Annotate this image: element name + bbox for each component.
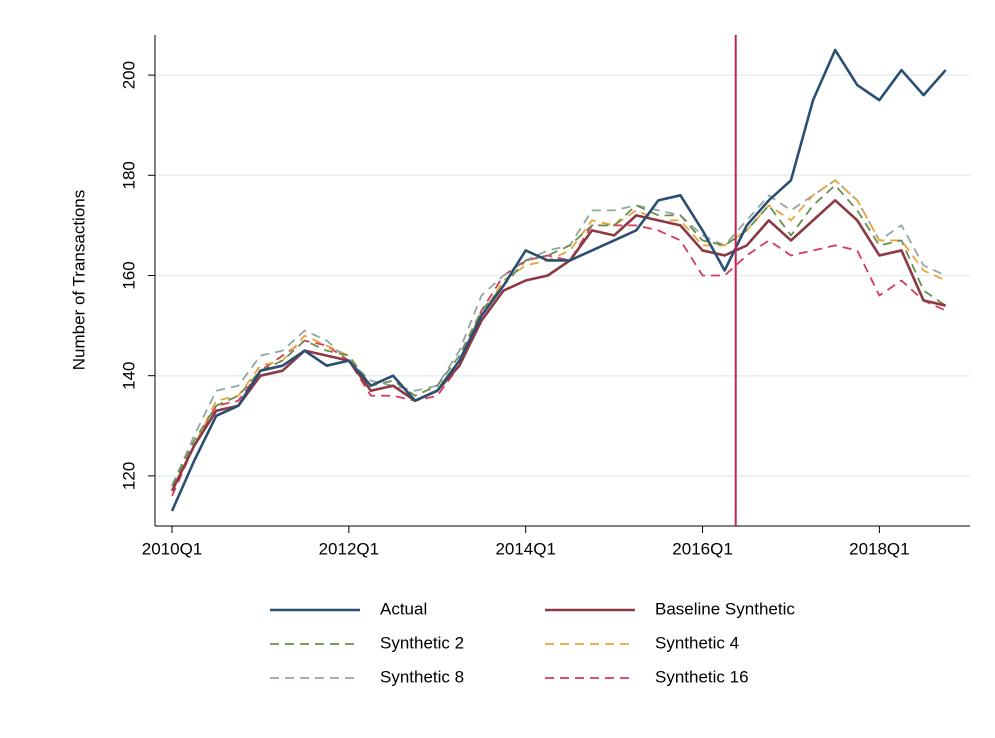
y-axis-label: Number of Transactions: [69, 190, 88, 370]
series-line: [170, 48, 947, 512]
y-tick-label: 120: [119, 462, 138, 490]
legend-label: Synthetic 2: [380, 633, 464, 652]
series-line: [171, 179, 947, 487]
x-tick-label: 2018Q1: [849, 539, 910, 558]
legend-label: Synthetic 8: [380, 667, 464, 686]
y-tick-label: 140: [119, 362, 138, 390]
legend-label: Synthetic 16: [655, 667, 749, 686]
y-tick-label: 200: [119, 61, 138, 89]
y-tick-label: 160: [119, 261, 138, 289]
x-tick-label: 2016Q1: [672, 539, 733, 558]
y-tick-label: 180: [119, 161, 138, 189]
series-line: [171, 179, 947, 492]
x-tick-label: 2010Q1: [142, 539, 203, 558]
legend-label: Actual: [380, 599, 427, 618]
x-tick-label: 2014Q1: [495, 539, 556, 558]
x-tick-label: 2012Q1: [319, 539, 380, 558]
series-line: [171, 184, 947, 487]
legend-label: Synthetic 4: [655, 633, 739, 652]
legend-label: Baseline Synthetic: [655, 599, 795, 618]
series-line: [171, 224, 947, 497]
